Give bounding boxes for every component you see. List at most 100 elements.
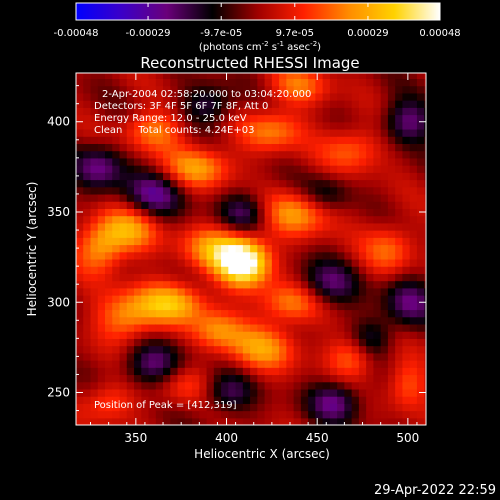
heatmap-pixel: [337, 128, 345, 137]
heatmap-pixel: [387, 295, 396, 303]
heatmap-pixel: [213, 172, 222, 181]
heatmap-pixel: [242, 136, 251, 144]
heatmap-pixel: [242, 230, 251, 238]
heatmap-pixel: [235, 367, 244, 376]
heatmap-pixel: [395, 150, 404, 159]
heatmap-pixel: [97, 287, 106, 296]
heatmap-pixel: [395, 331, 404, 339]
heatmap-pixel: [76, 244, 84, 253]
heatmap-pixel: [300, 215, 309, 224]
heatmap-pixel: [112, 360, 121, 368]
heatmap-pixel: [235, 114, 244, 123]
heatmap-pixel: [300, 251, 309, 260]
heatmap-pixel: [279, 360, 287, 368]
heatmap-pixel: [90, 316, 99, 325]
heatmap-pixel: [409, 244, 418, 253]
heatmap-pixel: [155, 143, 164, 152]
heatmap-pixel: [300, 309, 309, 318]
heatmap-pixel: [134, 396, 142, 404]
heatmap-pixel: [177, 172, 186, 181]
heatmap-pixel: [242, 244, 251, 253]
heatmap-pixel: [271, 258, 280, 267]
heatmap-pixel: [90, 179, 99, 188]
heatmap-pixel: [322, 78, 331, 87]
heatmap-pixel: [250, 352, 258, 361]
heatmap-pixel: [424, 73, 426, 80]
heatmap-pixel: [337, 100, 345, 108]
heatmap-pixel: [308, 287, 316, 296]
heatmap-pixel: [177, 136, 186, 144]
heatmap-pixel: [76, 360, 84, 368]
heatmap-pixel: [126, 157, 135, 166]
heatmap-pixel: [257, 78, 266, 87]
heatmap-pixel: [141, 73, 150, 80]
heatmap-pixel: [242, 128, 251, 137]
heatmap-pixel: [126, 143, 135, 152]
colorbar-tick-label: -0.00029: [126, 28, 171, 39]
heatmap-pixel: [141, 128, 150, 137]
heatmap-pixel: [228, 309, 237, 318]
heatmap-pixel: [308, 410, 316, 419]
heatmap-pixel: [170, 309, 179, 318]
heatmap-pixel: [184, 78, 193, 87]
heatmap-pixel: [184, 230, 193, 238]
heatmap-pixel: [387, 331, 396, 339]
heatmap-pixel: [184, 208, 193, 217]
heatmap-pixel: [119, 186, 128, 195]
heatmap-pixel: [235, 237, 244, 246]
heatmap-pixel: [170, 186, 179, 195]
heatmap-pixel: [416, 222, 425, 231]
heatmap-pixel: [155, 381, 164, 390]
heatmap-pixel: [373, 78, 382, 87]
heatmap-pixel: [112, 230, 121, 238]
heatmap-pixel: [112, 309, 121, 318]
heatmap-pixel: [155, 92, 164, 101]
heatmap-pixel: [221, 128, 229, 137]
heatmap-pixel: [337, 121, 345, 130]
heatmap-pixel: [358, 403, 367, 412]
heatmap-pixel: [170, 403, 179, 412]
heatmap-pixel: [206, 345, 215, 354]
heatmap-pixel: [264, 410, 273, 419]
heatmap-pixel: [315, 172, 324, 181]
heatmap-pixel: [170, 114, 179, 123]
heatmap-pixel: [286, 100, 295, 108]
heatmap-pixel: [329, 78, 338, 87]
heatmap-pixel: [279, 345, 287, 354]
heatmap-pixel: [416, 201, 425, 209]
heatmap-pixel: [148, 309, 157, 318]
heatmap-pixel: [126, 280, 135, 289]
heatmap-pixel: [402, 295, 411, 303]
heatmap-pixel: [155, 114, 164, 123]
heatmap-pixel: [163, 302, 171, 311]
heatmap-pixel: [134, 302, 142, 311]
heatmap-pixel: [264, 128, 273, 137]
heatmap-pixel: [242, 258, 251, 267]
heatmap-pixel: [199, 352, 208, 361]
heatmap-pixel: [387, 316, 396, 325]
heatmap-pixel: [105, 273, 113, 282]
heatmap-pixel: [177, 388, 186, 397]
heatmap-pixel: [213, 222, 222, 231]
heatmap-pixel: [170, 107, 179, 116]
heatmap-pixel: [366, 150, 375, 159]
heatmap-pixel: [76, 100, 84, 108]
heatmap-pixel: [134, 374, 142, 383]
heatmap-pixel: [293, 150, 302, 159]
heatmap-pixel: [206, 417, 215, 425]
heatmap-pixel: [329, 150, 338, 159]
heatmap-pixel: [213, 136, 222, 144]
heatmap-pixel: [221, 331, 229, 339]
heatmap-pixel: [373, 136, 382, 144]
heatmap-pixel: [83, 374, 92, 383]
heatmap-pixel: [402, 201, 411, 209]
heatmap-pixel: [170, 150, 179, 159]
heatmap-pixel: [344, 396, 353, 404]
heatmap-pixel: [416, 360, 425, 368]
heatmap-pixel: [337, 78, 345, 87]
heatmap-pixel: [402, 381, 411, 390]
heatmap-pixel: [90, 244, 99, 253]
heatmap-pixel: [177, 417, 186, 425]
heatmap-pixel: [177, 73, 186, 80]
heatmap-pixel: [271, 78, 280, 87]
